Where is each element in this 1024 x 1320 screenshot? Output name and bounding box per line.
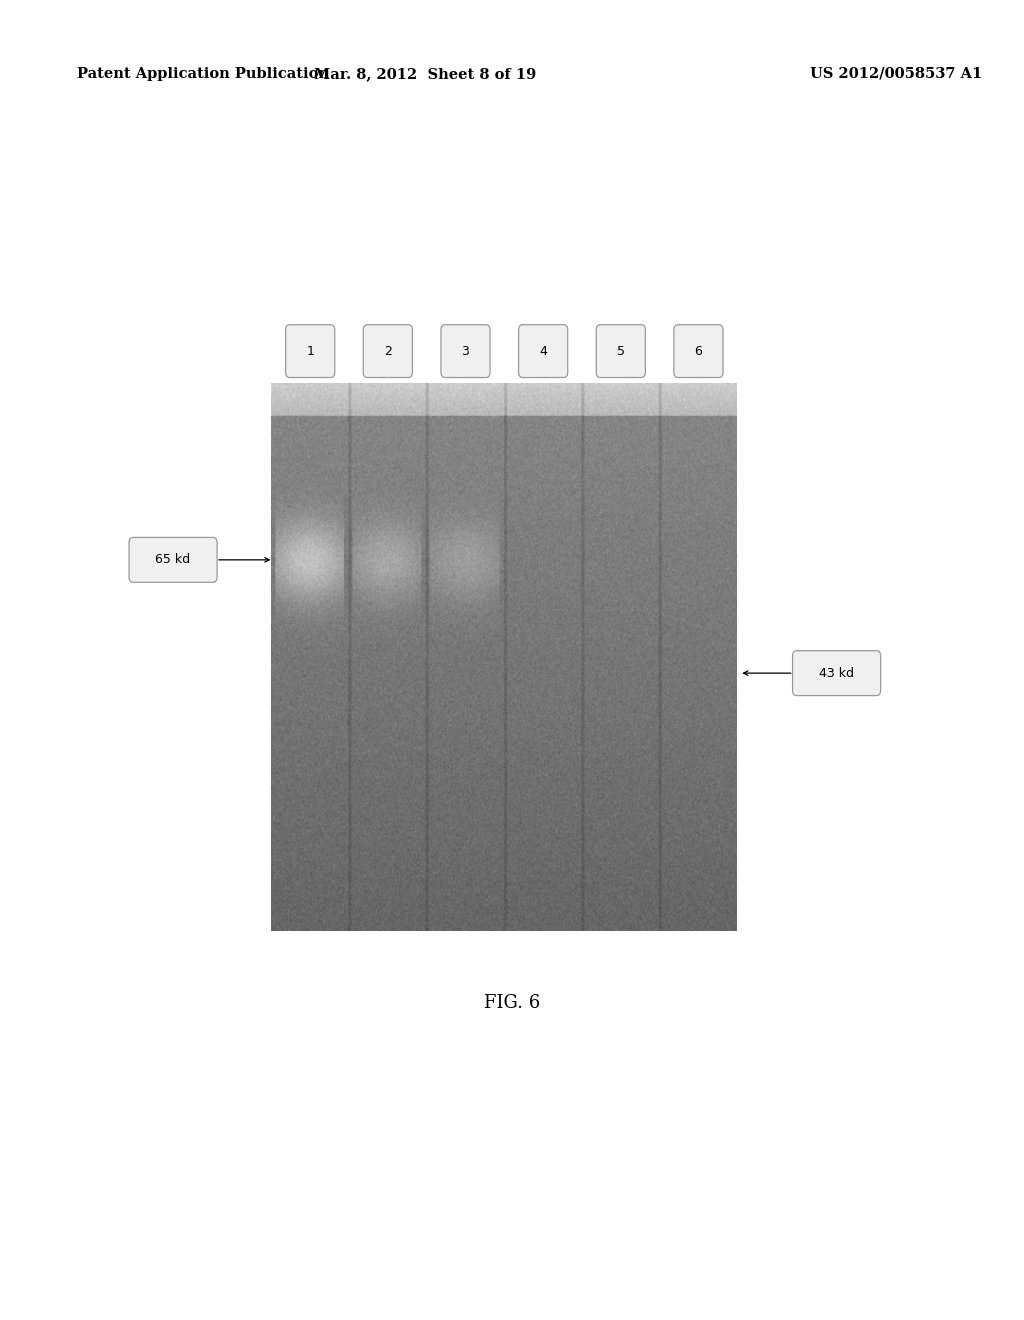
Text: US 2012/0058537 A1: US 2012/0058537 A1: [810, 67, 982, 81]
FancyBboxPatch shape: [441, 325, 490, 378]
Text: FIG. 6: FIG. 6: [484, 994, 540, 1012]
Text: Mar. 8, 2012  Sheet 8 of 19: Mar. 8, 2012 Sheet 8 of 19: [313, 67, 537, 81]
Text: 4: 4: [540, 345, 547, 358]
FancyBboxPatch shape: [596, 325, 645, 378]
Text: Patent Application Publication: Patent Application Publication: [77, 67, 329, 81]
FancyBboxPatch shape: [793, 651, 881, 696]
FancyBboxPatch shape: [129, 537, 217, 582]
Text: 65 kd: 65 kd: [156, 553, 190, 566]
Text: 5: 5: [616, 345, 625, 358]
FancyBboxPatch shape: [674, 325, 723, 378]
FancyBboxPatch shape: [364, 325, 413, 378]
Text: 6: 6: [694, 345, 702, 358]
Text: 1: 1: [306, 345, 314, 358]
FancyBboxPatch shape: [286, 325, 335, 378]
FancyBboxPatch shape: [518, 325, 567, 378]
Text: 43 kd: 43 kd: [819, 667, 854, 680]
Text: 3: 3: [462, 345, 469, 358]
Text: 2: 2: [384, 345, 392, 358]
